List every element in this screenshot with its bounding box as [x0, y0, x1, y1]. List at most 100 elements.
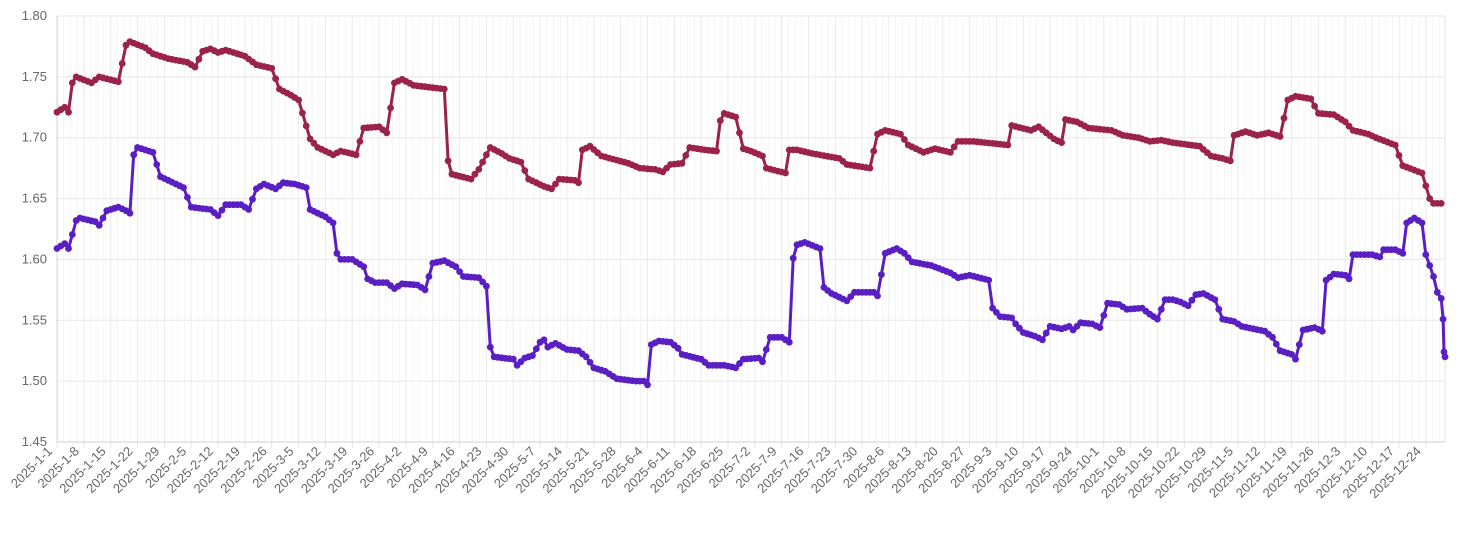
data-point — [502, 152, 509, 160]
data-point — [218, 206, 226, 214]
data-point — [237, 51, 245, 59]
data-point — [356, 138, 364, 145]
data-point — [1154, 137, 1161, 145]
data-point — [709, 147, 717, 155]
data-point — [716, 361, 724, 369]
data-point — [559, 344, 567, 351]
data-point — [145, 47, 153, 55]
data-point — [609, 372, 617, 380]
data-point — [598, 366, 605, 374]
data-point — [153, 161, 161, 168]
data-point — [302, 122, 310, 130]
data-point — [1196, 290, 1203, 298]
data-point — [379, 126, 387, 134]
data-point — [99, 214, 107, 222]
data-point — [249, 58, 256, 66]
data-point — [1338, 116, 1345, 123]
data-point — [479, 158, 486, 166]
data-point — [862, 164, 870, 171]
data-point — [839, 158, 847, 165]
data-point — [774, 333, 782, 341]
data-point — [778, 168, 786, 176]
data-point — [1422, 251, 1430, 258]
data-point — [1338, 271, 1345, 279]
data-point — [444, 157, 452, 165]
data-point — [283, 89, 291, 97]
data-point — [287, 180, 295, 188]
data-point — [410, 281, 417, 289]
data-point — [394, 282, 402, 290]
data-point — [1246, 324, 1253, 332]
data-point — [1395, 152, 1403, 159]
data-point — [1407, 217, 1414, 224]
data-point — [897, 247, 904, 255]
data-point — [762, 346, 770, 353]
y-tick-label: 1.70 — [22, 130, 47, 145]
series-2 — [53, 144, 1449, 389]
data-point — [68, 231, 76, 238]
data-point — [368, 277, 375, 285]
data-point — [981, 275, 989, 283]
data-point — [325, 149, 333, 157]
data-point — [943, 148, 950, 155]
data-point — [187, 61, 195, 69]
data-point — [387, 282, 394, 289]
data-point — [1364, 251, 1372, 258]
data-point — [736, 360, 743, 367]
data-point — [1073, 323, 1081, 330]
data-point — [1345, 275, 1353, 283]
data-point — [1119, 303, 1127, 311]
data-point — [126, 209, 134, 217]
data-point — [379, 279, 387, 286]
data-point — [789, 254, 797, 262]
data-point — [210, 47, 218, 55]
data-point — [1280, 114, 1288, 122]
data-point — [513, 157, 521, 165]
y-tick-label: 1.65 — [22, 191, 47, 206]
data-point — [1234, 320, 1242, 328]
data-point — [394, 77, 402, 85]
data-point — [521, 167, 529, 175]
data-point — [1426, 262, 1434, 269]
data-point — [1004, 314, 1012, 321]
data-point — [111, 77, 118, 85]
data-point — [1265, 330, 1272, 338]
data-point — [1131, 133, 1138, 141]
data-point — [1100, 312, 1108, 319]
data-point — [180, 58, 187, 65]
data-point — [1261, 130, 1269, 138]
data-point — [1414, 168, 1422, 176]
data-point — [670, 341, 678, 349]
data-point — [916, 147, 924, 154]
data-point — [525, 353, 532, 361]
data-point — [299, 183, 306, 190]
data-point — [1115, 130, 1123, 138]
data-point — [1326, 273, 1334, 281]
data-point — [759, 358, 766, 366]
data-point — [655, 167, 663, 175]
data-point — [506, 355, 513, 363]
data-point — [1092, 322, 1100, 330]
data-point — [218, 47, 226, 55]
data-point — [782, 336, 789, 344]
y-tick-label: 1.55 — [22, 312, 47, 327]
data-point — [1345, 122, 1353, 130]
data-point — [567, 176, 575, 184]
data-point — [1238, 129, 1246, 137]
data-point — [1165, 296, 1173, 303]
data-point — [701, 358, 709, 366]
data-point — [736, 129, 743, 137]
data-point — [479, 278, 486, 286]
data-point — [371, 123, 379, 131]
data-point — [1035, 334, 1042, 342]
data-point — [697, 145, 705, 153]
data-point — [663, 338, 670, 346]
data-point — [333, 149, 341, 157]
data-point — [471, 274, 479, 281]
data-point — [417, 284, 425, 291]
data-point — [651, 339, 659, 347]
data-point — [1387, 140, 1395, 148]
data-point — [118, 60, 126, 67]
data-point — [145, 147, 153, 155]
